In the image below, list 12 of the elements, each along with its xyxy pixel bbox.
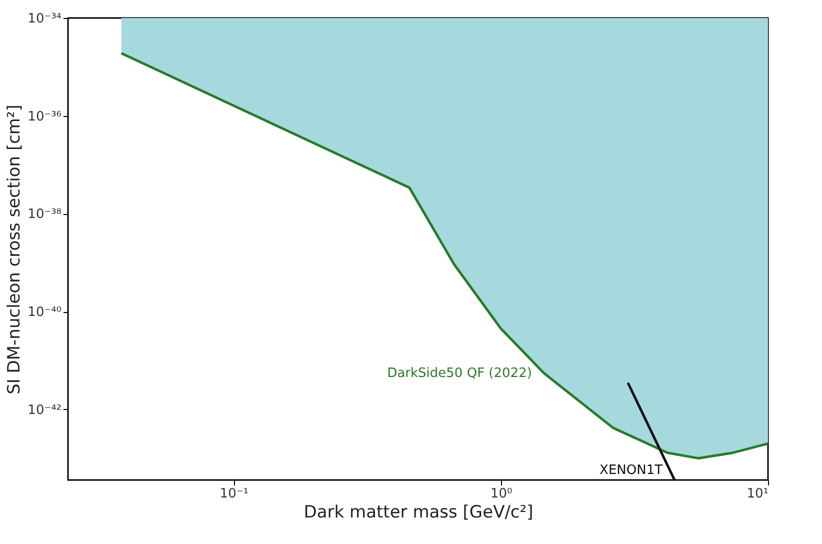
y-tick-label: 10⁻⁴⁰	[28, 305, 62, 320]
y-axis-title: SI DM-nucleon cross section [cm²]	[4, 104, 25, 394]
y-tick-label: 10⁻³⁸	[28, 207, 62, 222]
y-tick-label: 10⁻⁴²	[28, 402, 62, 418]
series-label: XENON1T	[600, 463, 663, 478]
x-axis-title: Dark matter mass [GeV/c²]	[304, 502, 534, 522]
series-label: DarkSide50 QF (2022)	[387, 366, 532, 382]
x-tick-label: 10⁻¹	[220, 486, 248, 502]
y-tick-label: 10⁻³⁶	[28, 109, 62, 124]
x-tick-label: 10¹	[746, 486, 768, 502]
x-tick-label: 10⁰	[490, 486, 512, 502]
y-tick-label: 10⁻³⁴	[28, 12, 62, 26]
